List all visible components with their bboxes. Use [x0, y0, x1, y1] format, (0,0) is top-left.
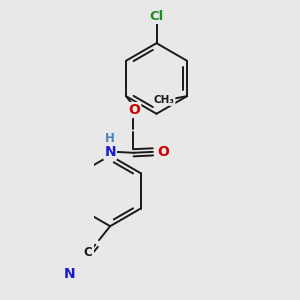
Text: O: O: [157, 145, 169, 159]
Text: CH₃: CH₃: [153, 95, 174, 105]
Text: N: N: [104, 145, 116, 159]
Text: O: O: [128, 103, 140, 117]
Text: H: H: [105, 132, 115, 146]
Text: C: C: [83, 246, 92, 259]
Text: Cl: Cl: [149, 10, 164, 23]
Text: N: N: [63, 268, 75, 281]
